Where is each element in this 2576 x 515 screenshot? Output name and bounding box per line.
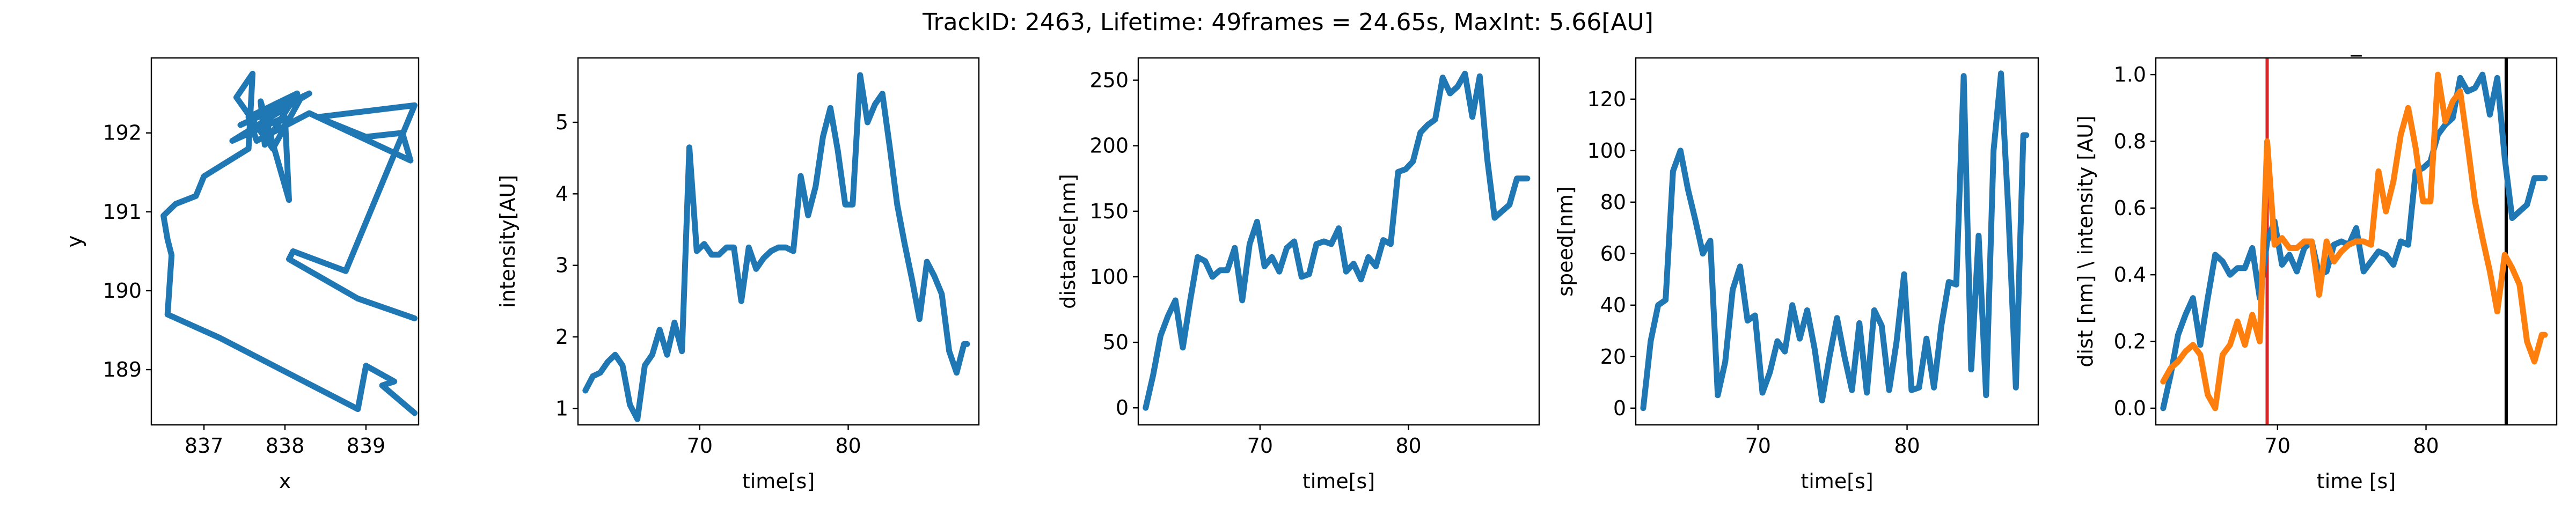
figure-title: TrackID: 2463, Lifetime: 49frames = 24.6… [922, 9, 1653, 36]
xy-ytick-label: 191 [103, 200, 142, 224]
xy-xtick-label: 839 [347, 434, 386, 458]
normalized-ylabel: dist [nm] \ intensity [AU] [2074, 115, 2097, 367]
distance-ytick-label: 200 [1089, 134, 1129, 158]
speed-series-line-0 [1640, 70, 2030, 411]
normalized-series-line-0 [2160, 71, 2548, 411]
speed-xtick-label: 80 [1894, 434, 1920, 458]
intensity-ytick-label: 3 [555, 254, 568, 277]
speed-ytick-label: 120 [1587, 87, 1626, 111]
xy-ytick-label: 190 [103, 279, 142, 303]
speed-ytick-label: 60 [1600, 242, 1626, 266]
panel-normalized: 70 80 0.0 0.2 0.4 0.6 0.8 1.0 time [s] dist [nm] … [2074, 32, 2558, 493]
speed-xtick-label: 70 [1745, 434, 1771, 458]
panel-distance: 70 80 0 50 100 150 200 250 time[s] distance[nm] [1056, 57, 1540, 493]
speed-ytick-label: 100 [1587, 139, 1626, 163]
normalized-xlabel: time [s] [2317, 469, 2396, 493]
xy-xtick-label: 837 [185, 434, 224, 458]
intensity-axes-frame [577, 57, 980, 426]
speed-ytick-label: 80 [1600, 190, 1626, 214]
xy-xtick-label: 838 [266, 434, 305, 458]
xy-xlabel: x [279, 469, 291, 493]
normalized-series-line-1 [2160, 71, 2548, 411]
distance-ytick-label: 250 [1089, 69, 1129, 92]
distance-ytick-label: 100 [1089, 265, 1129, 289]
distance-ytick-label: 150 [1089, 200, 1129, 223]
normalized-xtick-label: 80 [2413, 434, 2439, 458]
distance-xlabel: time[s] [1302, 469, 1375, 493]
speed-ytick-label: 20 [1600, 345, 1626, 369]
panel-speed: 70 80 0 20 40 60 80 100 120 time[s] speed[nm] [1554, 57, 2039, 493]
speed-axes-frame [1635, 57, 2039, 426]
distance-xtick-label: 70 [1247, 434, 1273, 458]
distance-xtick-label: 80 [1395, 434, 1421, 458]
xy-series-line-0 [160, 70, 418, 416]
intensity-ytick-label: 5 [555, 111, 568, 134]
speed-ytick-label: 40 [1600, 293, 1626, 317]
distance-ytick-label: 50 [1103, 330, 1129, 354]
intensity-ytick-label: 2 [555, 325, 568, 349]
normalized-ytick-label: 0.4 [2114, 263, 2146, 286]
normalized-ytick-label: 0.6 [2114, 196, 2146, 220]
normalized-xtick-label: 70 [2265, 434, 2290, 458]
intensity-ylabel: intensity[AU] [496, 175, 519, 308]
intensity-ytick-label: 1 [555, 396, 568, 420]
distance-ylabel: distance[nm] [1056, 174, 1080, 309]
normalized-ytick-label: 0.2 [2114, 330, 2146, 354]
distance-axes-frame [1137, 57, 1540, 426]
normalized-ytick-label: 1.0 [2114, 63, 2146, 86]
normalized-axes-frame [2155, 57, 2558, 426]
xy-ytick-label: 192 [103, 121, 142, 145]
normalized-panel-title: _ [2351, 32, 2362, 57]
intensity-ytick-label: 4 [555, 182, 568, 205]
normalized-ytick-label: 0.8 [2114, 129, 2146, 153]
xy-ylabel: y [63, 236, 86, 248]
intensity-series-line-0 [582, 72, 970, 422]
speed-ytick-label: 0 [1613, 396, 1626, 420]
intensity-xtick-label: 80 [835, 434, 861, 458]
panel-xy-trajectory: 837 838 839 189 190 191 192 x y [63, 57, 420, 493]
xy-ytick-label: 189 [103, 358, 142, 381]
distance-ytick-label: 0 [1116, 396, 1129, 420]
distance-series-line-0 [1143, 70, 1531, 411]
speed-xlabel: time[s] [1801, 469, 1873, 493]
normalized-ytick-label: 0.0 [2114, 396, 2146, 420]
intensity-xtick-label: 70 [687, 434, 713, 458]
intensity-xlabel: time[s] [742, 469, 815, 493]
panel-intensity: 70 80 1 2 3 4 5 time[s] intensity[AU] [496, 57, 980, 493]
speed-ylabel: speed[nm] [1554, 186, 1577, 297]
